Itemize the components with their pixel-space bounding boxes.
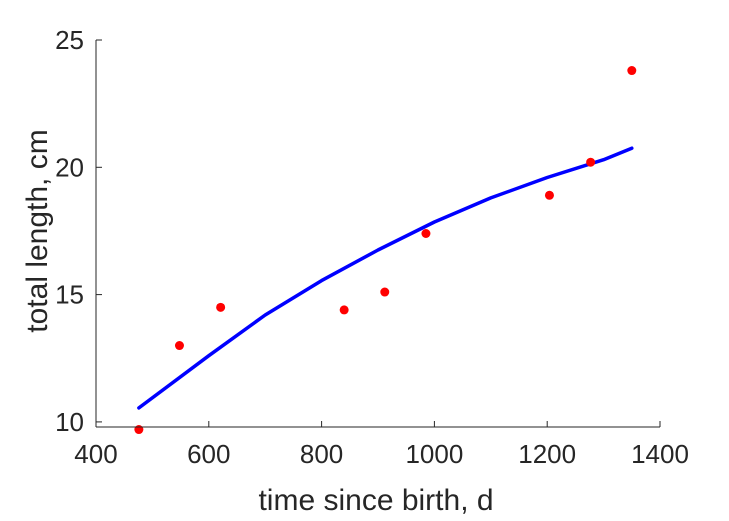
data-point	[174, 341, 184, 351]
y-tick-label: 20	[55, 152, 84, 182]
data-point	[134, 425, 144, 435]
y-axis-title: total length, cm	[21, 129, 54, 332]
data-point	[586, 157, 596, 167]
y-tick-label: 10	[55, 407, 84, 437]
y-tick-label: 25	[55, 25, 84, 55]
plot-area	[134, 66, 637, 435]
x-tick-label: 600	[187, 439, 230, 469]
x-tick-label: 1000	[405, 439, 463, 469]
data-point	[627, 66, 637, 76]
fit-curve	[137, 146, 634, 410]
x-tick-label: 800	[300, 439, 343, 469]
x-tick-label: 1400	[631, 439, 689, 469]
data-point	[544, 190, 554, 200]
data-point	[339, 305, 349, 315]
x-tick-label: 400	[74, 439, 117, 469]
y-tick-label: 15	[55, 280, 84, 310]
data-point	[380, 287, 390, 297]
axes: 400 600 800 1000 1200 1400 10 15 20 25	[55, 25, 689, 469]
x-tick-label: 1200	[518, 439, 576, 469]
x-axis-title: time since birth, d	[258, 484, 493, 517]
data-point	[216, 302, 226, 312]
data-point	[421, 229, 431, 238]
